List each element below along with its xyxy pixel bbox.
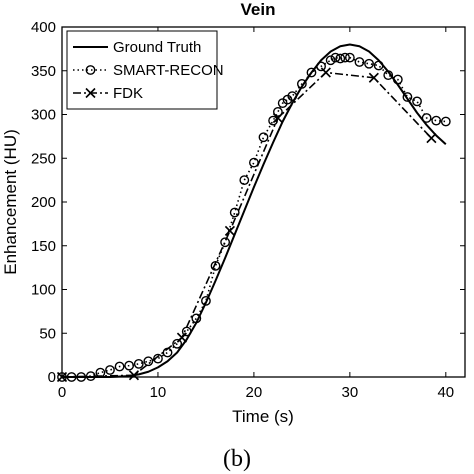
series-line — [62, 43, 447, 378]
y-tick-label: 250 — [31, 150, 56, 167]
y-tick-label: 100 — [31, 282, 56, 299]
data-point — [412, 96, 422, 107]
data-point — [172, 338, 183, 349]
data-point — [220, 237, 231, 248]
data-point — [114, 361, 125, 372]
data-point — [133, 358, 144, 369]
series-smart-recon — [57, 52, 451, 382]
legend-label: Ground Truth — [113, 39, 201, 56]
data-point — [296, 78, 307, 89]
series-fdk — [56, 67, 437, 383]
y-tick-label: 400 — [31, 19, 56, 36]
data-point — [272, 112, 283, 124]
x-tick-label: 20 — [246, 384, 263, 401]
x-axis: 0 10 20 30 40 — [58, 27, 454, 401]
y-tick-label: 200 — [31, 194, 56, 211]
data-point — [128, 370, 140, 381]
data-point — [153, 353, 163, 364]
data-point — [191, 313, 202, 324]
data-point — [354, 57, 365, 67]
data-point — [176, 332, 188, 343]
series-layer — [56, 43, 451, 383]
plot-area — [56, 43, 451, 383]
data-point — [330, 52, 341, 63]
x-tick-label: 40 — [437, 384, 454, 401]
series-line — [62, 56, 446, 378]
y-tick-label: 150 — [31, 238, 56, 255]
data-point — [229, 207, 240, 218]
data-point — [383, 70, 394, 81]
legend-box — [66, 30, 218, 110]
legend-marker — [85, 87, 96, 99]
x-tick-label: 10 — [150, 384, 167, 401]
y-axis-label: Enhancement (HU) — [1, 129, 20, 275]
data-point — [224, 225, 235, 236]
data-point — [201, 295, 211, 306]
data-point — [421, 113, 432, 123]
data-point — [105, 365, 115, 375]
x-tick-label: 0 — [58, 384, 66, 401]
data-point — [364, 58, 374, 69]
data-point — [344, 52, 355, 63]
data-point — [258, 132, 269, 143]
data-point — [239, 175, 250, 186]
series-line — [61, 71, 432, 378]
y-tick-label: 50 — [39, 325, 56, 342]
legend-label: FDK — [113, 85, 143, 102]
legend-label: SMART-RECON — [113, 62, 224, 79]
y-tick-label: 0 — [48, 369, 56, 386]
data-point — [368, 72, 379, 83]
legend-entries: Ground Truth SMART-RECON FDK — [73, 39, 224, 102]
y-axis: 0 50 100 150 200 250 300 350 400 — [31, 19, 465, 386]
legend: Ground Truth SMART-RECON FDK — [66, 30, 224, 110]
legend-marker — [85, 65, 96, 75]
data-point — [402, 92, 413, 102]
x-tick-label: 30 — [342, 384, 359, 401]
data-point — [287, 91, 298, 102]
data-point — [325, 55, 336, 66]
data-point — [320, 67, 331, 78]
data-point — [426, 133, 437, 144]
data-point — [431, 115, 442, 126]
data-point — [143, 356, 154, 367]
chart-title: Vein — [241, 0, 276, 19]
y-tick-label: 300 — [31, 107, 56, 124]
data-point — [392, 74, 403, 85]
data-point — [440, 116, 451, 127]
data-point — [272, 106, 283, 117]
x-axis-label: Time (s) — [232, 407, 294, 426]
y-tick-label: 350 — [31, 63, 56, 80]
data-point — [181, 326, 192, 337]
data-point — [306, 67, 317, 78]
data-point — [124, 360, 135, 371]
data-point — [340, 52, 350, 63]
data-point — [335, 53, 346, 64]
data-point — [373, 60, 384, 71]
series-ground-truth — [62, 43, 447, 378]
figure-caption: (b) — [223, 446, 251, 472]
data-point — [316, 61, 326, 72]
